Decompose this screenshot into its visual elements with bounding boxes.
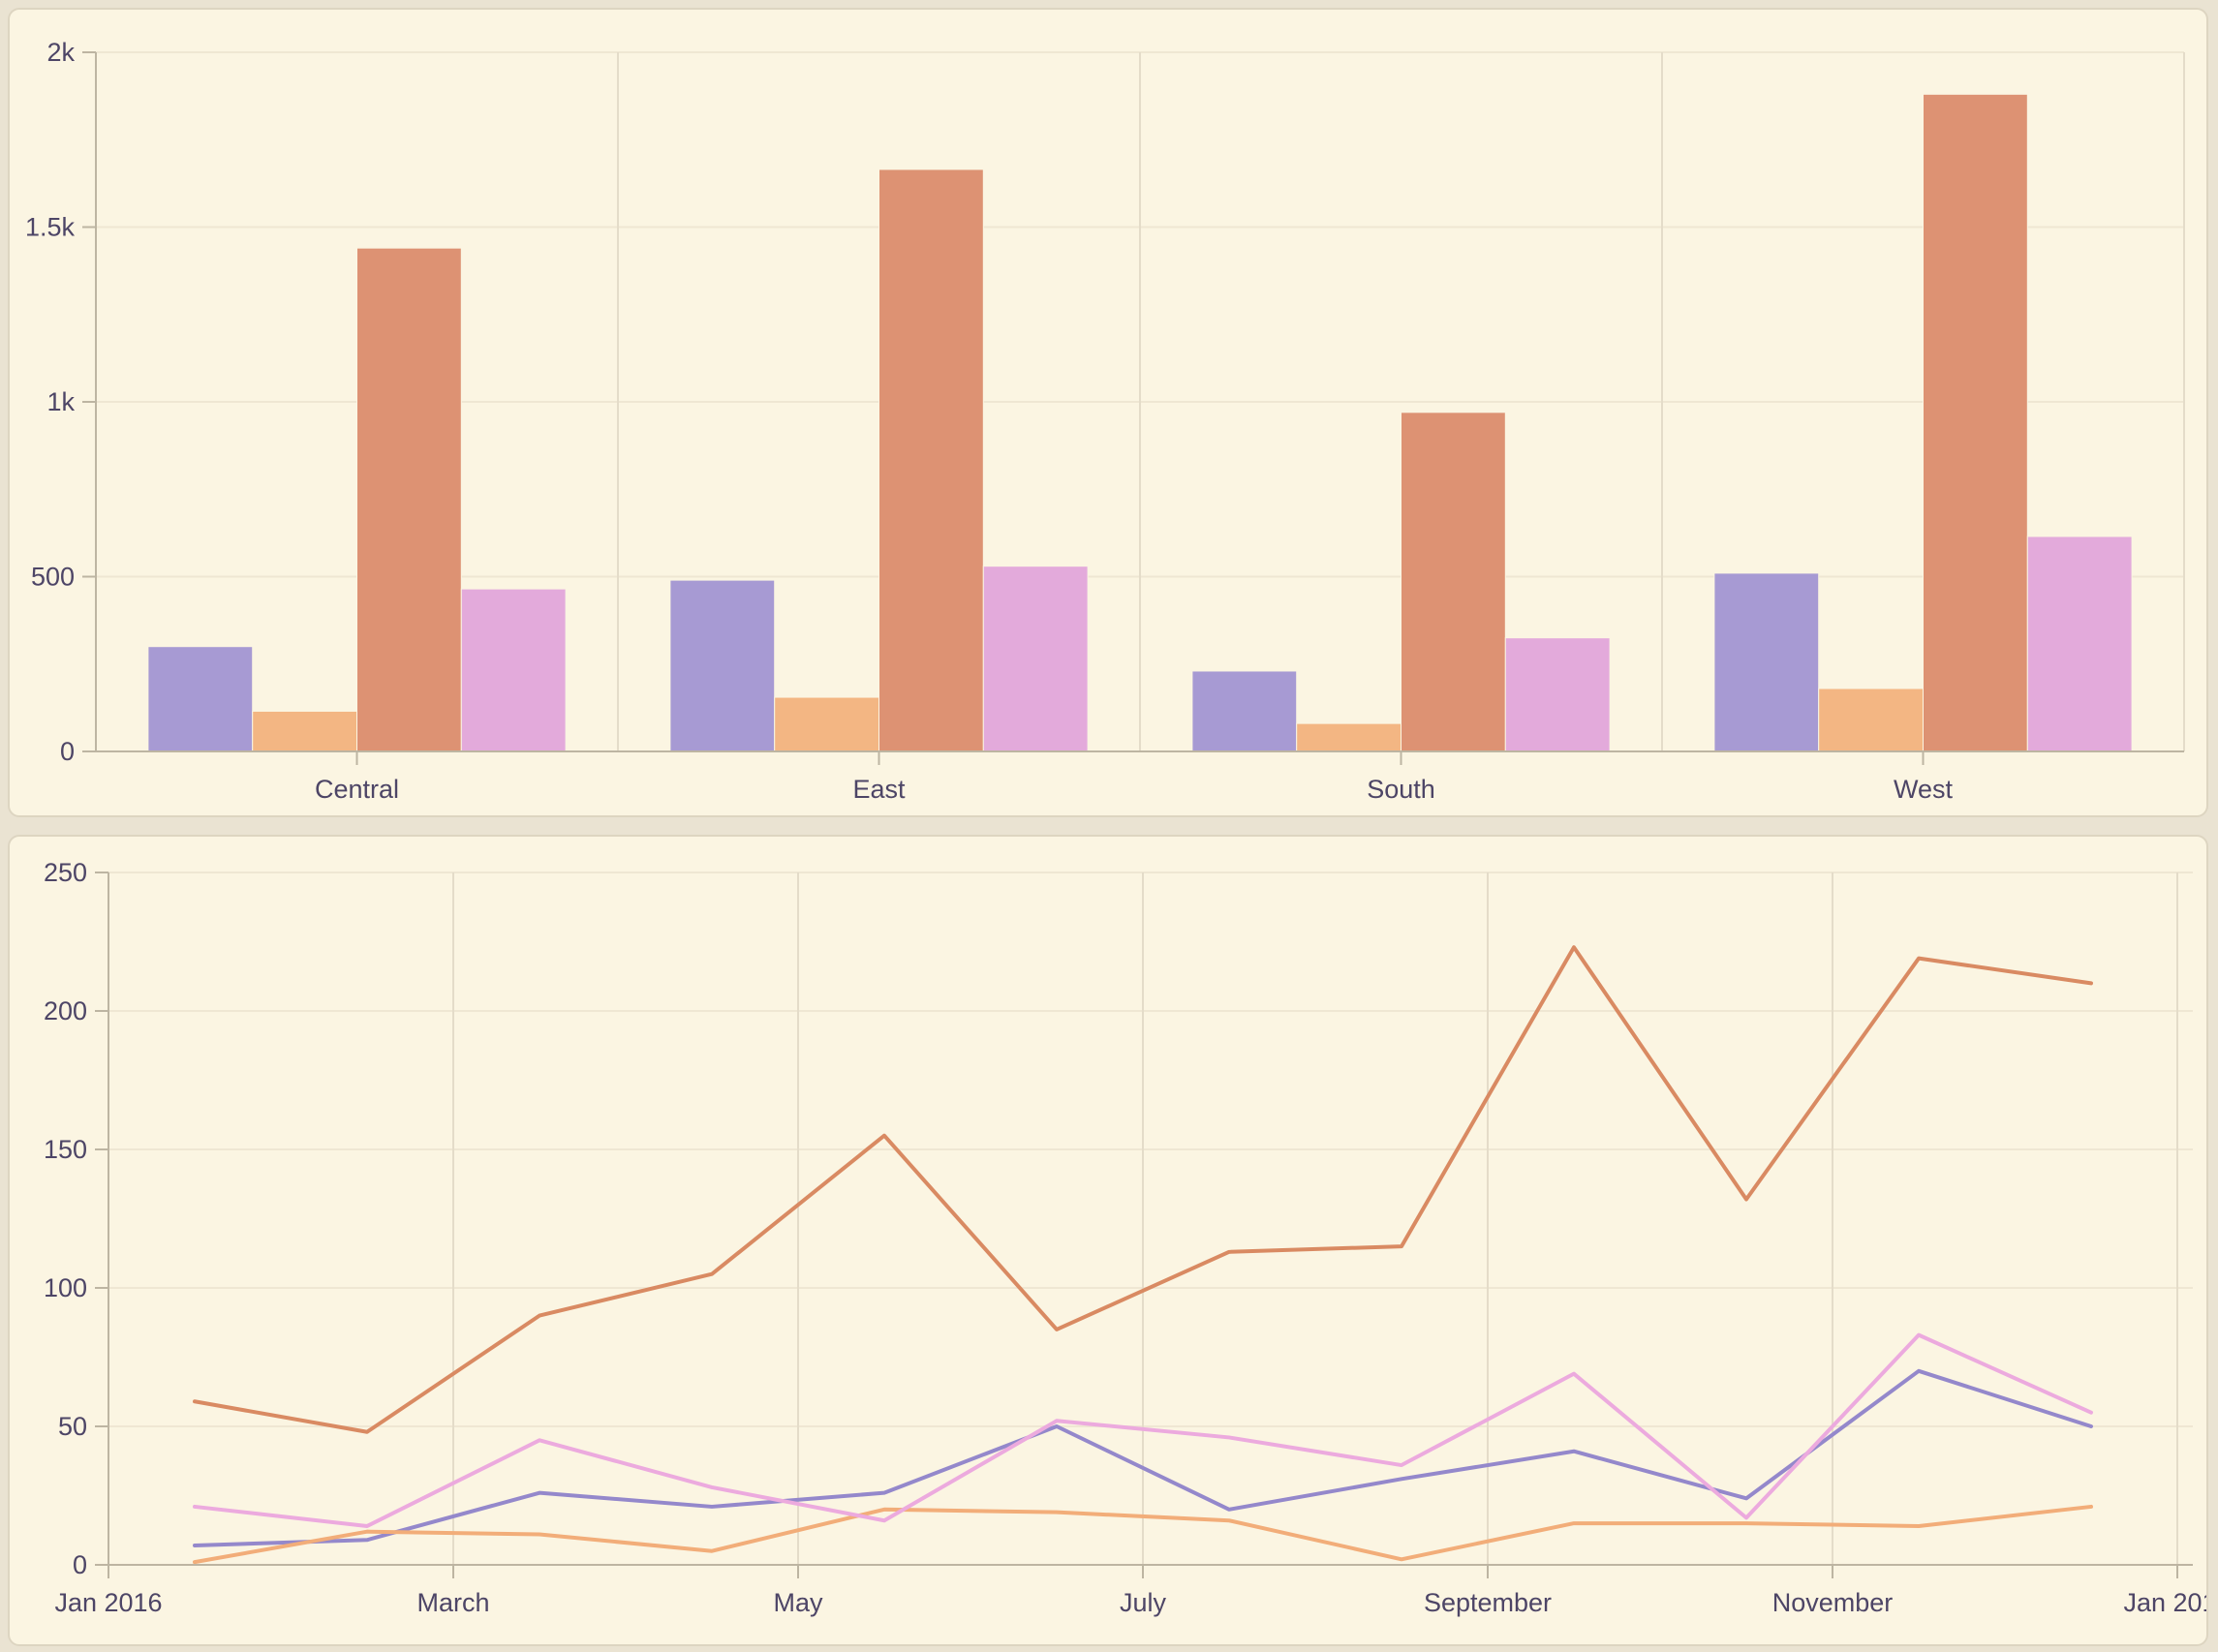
y-axis-tick-label: 200 [44, 996, 87, 1025]
bar-salmon-east[interactable] [878, 168, 984, 752]
x-axis-category-label: West [1894, 775, 1954, 804]
x-axis-tick-label: May [773, 1588, 823, 1617]
y-axis-tick-label: 2k [46, 38, 75, 67]
bar-chart-panel: 0 500 1k 1.5k 2k Central East South West [8, 8, 2208, 817]
x-axis-tick-label: September [1424, 1588, 1552, 1617]
bar-light-orange-central[interactable] [252, 710, 357, 752]
y-axis-tick-label: 50 [58, 1412, 87, 1441]
x-axis-tick-label: March [416, 1588, 489, 1617]
bar-pink-south[interactable] [1504, 637, 1611, 752]
y-axis-tick-label: 1.5k [25, 213, 76, 242]
bar-purple-east[interactable] [669, 579, 776, 752]
line-series-purple[interactable] [193, 1368, 2093, 1547]
line-series-light-orange[interactable] [193, 1504, 2093, 1565]
line-series-salmon[interactable] [193, 945, 2093, 1434]
y-axis-tick-label: 0 [73, 1550, 87, 1579]
bar-light-orange-west[interactable] [1818, 688, 1924, 752]
x-axis-category-label: East [852, 775, 906, 804]
y-axis-tick-label: 0 [60, 737, 75, 766]
bar-salmon-south[interactable] [1401, 412, 1506, 752]
x-axis-tick-label: Jan 2017 [2123, 1588, 2206, 1617]
bar-chart: 0 500 1k 1.5k 2k Central East South West [25, 38, 2185, 804]
line-series-pink[interactable] [193, 1332, 2093, 1528]
bar-salmon-central[interactable] [356, 247, 462, 752]
bar-purple-south[interactable] [1191, 670, 1298, 752]
y-axis-tick-label: 150 [44, 1135, 87, 1164]
bar-pink-central[interactable] [460, 588, 567, 752]
line-chart-panel: 0 50 100 150 200 250 Jan 2016 March May July Septe… [8, 835, 2208, 1646]
bar-light-orange-south[interactable] [1296, 722, 1402, 752]
x-axis-tick-label: November [1772, 1588, 1894, 1617]
y-axis-tick-label: 1k [46, 387, 75, 416]
bar-pink-west[interactable] [2026, 535, 2133, 752]
bar-salmon-west[interactable] [1923, 93, 2028, 752]
bar-purple-west[interactable] [1713, 572, 1820, 752]
line-chart: 0 50 100 150 200 250 Jan 2016 March May July Septe… [44, 858, 2206, 1617]
x-axis-tick-label: July [1120, 1588, 1167, 1617]
x-axis-category-label: Central [315, 775, 399, 804]
x-axis-tick-label: Jan 2016 [54, 1588, 162, 1617]
y-axis-tick-label: 250 [44, 858, 87, 887]
bar-pink-east[interactable] [982, 566, 1089, 752]
bar-light-orange-east[interactable] [774, 696, 880, 752]
y-axis-tick-label: 100 [44, 1273, 87, 1302]
x-axis-category-label: South [1367, 775, 1435, 804]
bar-purple-central[interactable] [147, 646, 254, 752]
y-axis-tick-label: 500 [31, 563, 75, 592]
